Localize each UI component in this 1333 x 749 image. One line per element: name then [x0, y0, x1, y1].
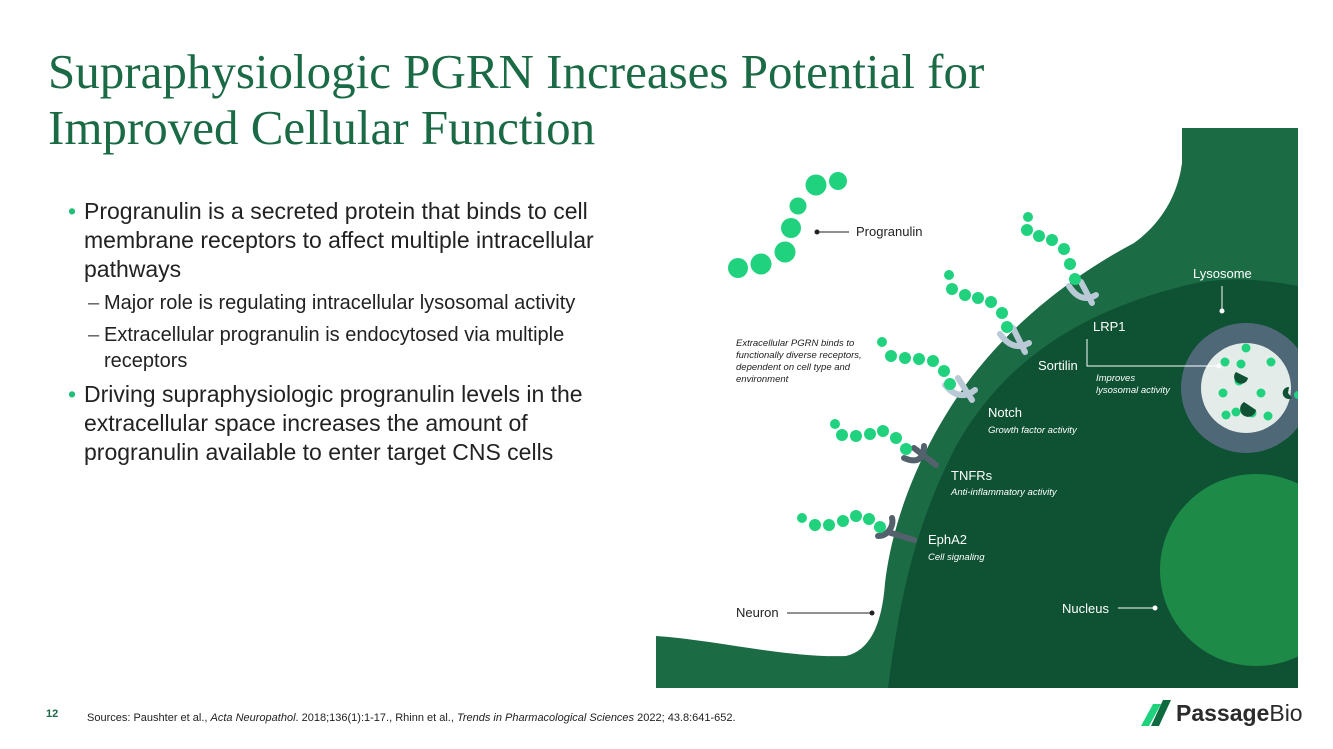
slide-number: 12	[46, 708, 59, 720]
notch-label: Notch	[988, 405, 1022, 420]
sources-journal-2: Trends in Pharmacological Sciences	[456, 712, 635, 724]
progranulin-diagram: Progranulin Extracellular PGRN binds to …	[656, 128, 1298, 688]
epha2-receptor	[875, 515, 917, 543]
lrp1-label: LRP1	[1093, 319, 1126, 334]
dash-icon: –	[88, 292, 100, 314]
sources-prefix: Sources: Paushter et al.,	[87, 712, 211, 724]
nucleus-leader-dot	[1152, 605, 1158, 611]
bullet-item: • Progranulin is a secreted protein that…	[68, 197, 628, 374]
neuron-label: Neuron	[736, 605, 779, 620]
dash-icon: –	[88, 324, 100, 346]
logo-word-passage: Passage	[1176, 700, 1270, 726]
nucleus-label: Nucleus	[1062, 601, 1109, 616]
lysosome-label: Lysosome	[1193, 266, 1252, 281]
sub-bullet-item: – Major role is regulating intracellular…	[68, 290, 628, 316]
page-title: Supraphysiologic PGRN Increases Potentia…	[48, 44, 985, 155]
lrp1-leader-line	[1086, 339, 1219, 367]
lysosome-core	[1201, 343, 1291, 433]
lysosome-enzyme-icon	[1240, 402, 1256, 417]
notch-activity-label: Growth factor activity	[988, 425, 1078, 436]
neuron-leader-dot	[869, 610, 875, 616]
improves-label: Improves lysosomal activity	[1096, 373, 1171, 396]
tnfrs-receptor	[901, 443, 939, 468]
sub-bullet-text: Extracellular progranulin is endocytosed…	[104, 324, 565, 372]
lysosome-enzyme-icon	[1282, 386, 1292, 399]
tnfrs-activity-label: Anti-inflammatory activity	[950, 487, 1058, 498]
tnfrs-label: TNFRs	[951, 468, 993, 483]
lysosome-leader-dot	[1219, 308, 1225, 314]
bullet-dot-icon: •	[68, 381, 77, 407]
sub-bullet-list: – Major role is regulating intracellular…	[68, 290, 628, 374]
sources-mid: . 2018;136(1):1-17., Rhinn et al.,	[295, 712, 457, 724]
sources-citation: Sources: Paushter et al., Acta Neuropath…	[87, 712, 736, 724]
sub-bullet-text: Major role is regulating intracellular l…	[104, 292, 576, 314]
epha2-label: EphA2	[928, 532, 967, 547]
lrp1-granulin-chain	[1021, 212, 1081, 285]
sources-journal-1: Acta Neuropathol	[210, 712, 296, 724]
progranulin-chain	[728, 172, 847, 278]
bullet-item: • Driving supraphysiologic progranulin l…	[68, 380, 628, 467]
sources-suffix: 2022; 43.8:641-652.	[634, 712, 736, 724]
nucleus	[1160, 474, 1298, 666]
passagebio-logo-text: PassageBio	[1176, 699, 1303, 727]
passagebio-logo-icon	[1141, 700, 1171, 726]
sortilin-granulin-chain	[944, 270, 1013, 333]
lysosome-enzyme-icon	[1234, 372, 1248, 384]
progranulin-leader-dot	[814, 229, 820, 235]
epha2-granulin-chain	[797, 510, 886, 533]
logo-word-bio: Bio	[1269, 700, 1303, 726]
tnfrs-granulin-chain	[830, 419, 912, 455]
notch-granulin-chain	[877, 337, 956, 390]
sortilin-label: Sortilin	[1038, 358, 1078, 373]
extracellular-note: Extracellular PGRN binds to functionally…	[736, 338, 864, 385]
sortilin-receptor	[997, 325, 1032, 355]
lrp1-receptor	[1066, 279, 1099, 306]
lysosome-granulin	[1294, 391, 1298, 399]
bullet-list: • Progranulin is a secreted protein that…	[68, 197, 628, 473]
lrp1-leader-dot	[1216, 363, 1222, 369]
epha2-activity-label: Cell signaling	[928, 552, 985, 563]
bullet-text: Driving supraphysiologic progranulin lev…	[84, 381, 583, 465]
progranulin-label: Progranulin	[856, 224, 923, 239]
sub-bullet-item: – Extracellular progranulin is endocytos…	[68, 322, 628, 374]
bullet-dot-icon: •	[68, 198, 77, 224]
bullet-text: Progranulin is a secreted protein that b…	[84, 198, 594, 282]
